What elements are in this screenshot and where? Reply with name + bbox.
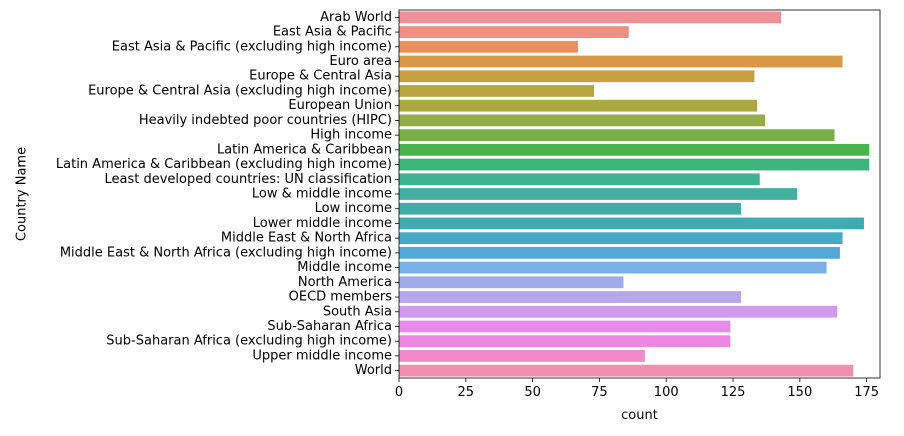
bar-8 (399, 129, 835, 142)
bar-20 (399, 305, 838, 318)
plot-frame (398, 9, 881, 379)
y-tick-label: Euro area (329, 54, 392, 69)
y-tick-label: Middle East & North Africa (221, 231, 392, 246)
y-tick-label: High income (310, 128, 392, 143)
bars (399, 11, 870, 377)
x-tick-label: 125 (721, 385, 746, 400)
bar-16 (399, 246, 840, 259)
bar-18 (399, 276, 624, 289)
y-tick-label: Heavily indebted poor countries (HIPC) (139, 113, 392, 128)
y-tick-label: South Asia (323, 304, 392, 319)
x-tick-label: 100 (654, 385, 679, 400)
bar-5 (399, 85, 595, 97)
y-tick-label: Sub-Saharan Africa (267, 319, 392, 334)
bar-13 (399, 202, 742, 215)
x-tick-label: 25 (458, 385, 475, 400)
bar-3 (399, 55, 843, 68)
x-tick-label: 50 (524, 385, 541, 400)
bar-10 (399, 158, 870, 171)
bar-21 (399, 320, 731, 333)
y-tick-label: Europe & Central Asia (249, 69, 392, 84)
bar-24 (399, 364, 854, 377)
y-tick-label: Latin America & Caribbean (excluding hig… (56, 157, 392, 172)
y-tick-label: World (355, 363, 392, 378)
y-tick-label: Europe & Central Asia (excluding high in… (88, 83, 392, 98)
bar-6 (399, 99, 758, 112)
y-tick-label: East Asia & Pacific (273, 25, 392, 40)
y-tick-label: North America (298, 275, 392, 290)
y-tick-label: Sub-Saharan Africa (excluding high incom… (106, 334, 392, 349)
y-tick-label: Lower middle income (253, 216, 392, 231)
bar-17 (399, 261, 827, 274)
bar-12 (399, 188, 798, 200)
x-axis-label: count (621, 408, 658, 423)
bar-11 (399, 173, 760, 186)
y-axis-label: Country Name (15, 147, 30, 241)
bar-22 (399, 335, 731, 348)
bar-1 (399, 26, 629, 38)
bar-9 (399, 143, 870, 156)
y-tick-label: Arab World (320, 10, 392, 25)
x-tick-label: 150 (787, 385, 812, 400)
y-tick-label: OECD members (289, 290, 393, 305)
bar-4 (399, 70, 755, 83)
bar-23 (399, 350, 645, 362)
y-tick-label: European Union (288, 98, 392, 113)
y-tick-label: Latin America & Caribbean (217, 142, 392, 157)
x-ticks: 0 25 50 75 100 125 150 175 (395, 378, 879, 400)
bar-14 (399, 217, 864, 230)
y-tick-label: Middle East & North Africa (excluding hi… (60, 245, 392, 260)
y-tick-label: Low income (315, 201, 392, 216)
bar-19 (399, 291, 742, 303)
bar-15 (399, 232, 843, 245)
x-tick-label: 175 (854, 385, 879, 400)
y-tick-label: Upper middle income (252, 348, 392, 363)
bar-7 (399, 114, 766, 127)
bar-0 (399, 11, 782, 24)
bar-2 (399, 40, 579, 53)
y-tick-label: Middle income (297, 260, 392, 275)
x-tick-label: 75 (591, 385, 608, 400)
x-tick-label: 0 (395, 385, 403, 400)
y-tick-label: Least developed countries: UN classifica… (105, 172, 393, 187)
y-tick-label: Low & middle income (252, 187, 392, 202)
y-tick-label: East Asia & Pacific (excluding high inco… (112, 39, 392, 54)
